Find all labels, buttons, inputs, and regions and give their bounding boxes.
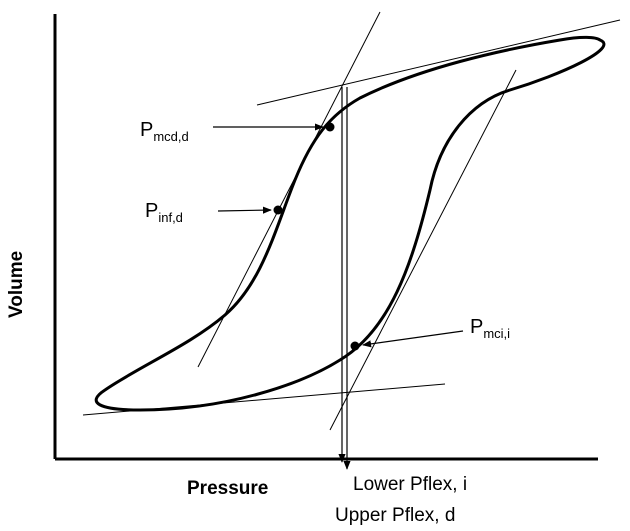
x-axis-title: Pressure: [187, 478, 268, 499]
point-p-mcd-d: [325, 122, 335, 132]
arrow-p-inf-d: [217, 206, 272, 214]
tangent-inflation-steep: [329, 69, 517, 431]
hysteresis-loop: [94, 35, 606, 412]
arrow-p-mci-i: [362, 330, 464, 348]
label-p-mcd-d: Pmcd,d: [140, 119, 189, 144]
tangent-deflation-steep: [197, 11, 381, 368]
label-p-mci-i: Pmci,i: [470, 316, 510, 341]
lower-pflex-label: Lower Pflex, i: [353, 474, 467, 495]
tangent-upper-plateau: [256, 19, 621, 106]
y-axis-title: Volume: [6, 251, 27, 318]
label-p-inf-d: Pinf,d: [145, 200, 183, 225]
upper-pflex-label: Upper Pflex, d: [335, 505, 455, 526]
point-p-inf-d: [273, 205, 283, 215]
point-p-mci-i: [350, 341, 360, 351]
